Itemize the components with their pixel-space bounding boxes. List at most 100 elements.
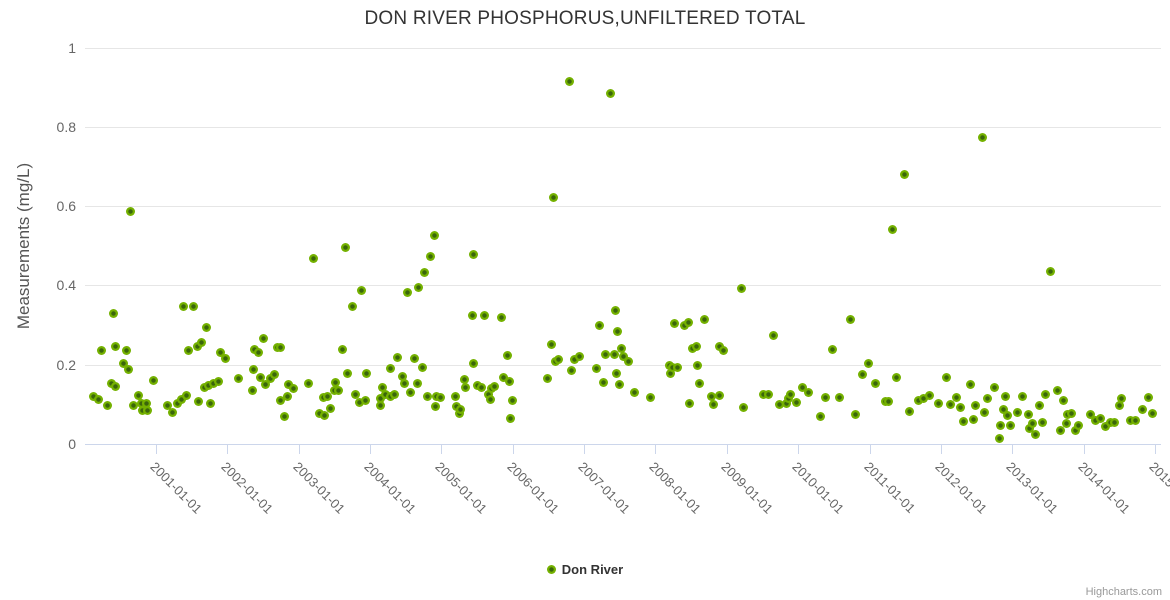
data-point[interactable] <box>1090 416 1100 426</box>
data-point[interactable] <box>354 398 364 408</box>
data-point[interactable] <box>942 372 952 382</box>
data-point[interactable] <box>857 370 867 380</box>
data-point[interactable] <box>507 396 517 406</box>
data-point[interactable] <box>934 398 944 408</box>
data-point[interactable] <box>284 379 294 389</box>
data-point[interactable] <box>276 395 286 405</box>
data-point[interactable] <box>469 359 478 368</box>
data-point[interactable] <box>314 409 324 418</box>
data-point[interactable] <box>192 342 202 352</box>
data-point[interactable] <box>1066 408 1076 418</box>
data-point[interactable] <box>1070 425 1080 435</box>
data-point[interactable] <box>598 378 608 388</box>
data-point[interactable] <box>616 344 626 354</box>
data-point[interactable] <box>172 398 182 408</box>
data-point[interactable] <box>197 338 207 348</box>
data-point[interactable] <box>476 382 486 392</box>
data-point[interactable] <box>668 363 678 373</box>
data-point[interactable] <box>994 433 1004 443</box>
data-point[interactable] <box>385 364 395 374</box>
data-point[interactable] <box>1034 401 1044 411</box>
data-point[interactable] <box>606 89 615 99</box>
data-point[interactable] <box>553 355 563 365</box>
data-point[interactable] <box>247 386 257 396</box>
data-point[interactable] <box>546 340 556 350</box>
data-point[interactable] <box>255 372 265 382</box>
data-point[interactable] <box>815 412 825 422</box>
data-point[interactable] <box>412 378 422 388</box>
highcharts-credits-link[interactable]: Highcharts.com <box>1085 586 1162 598</box>
data-point[interactable] <box>213 376 223 386</box>
legend-item-don-river[interactable]: Don River <box>0 562 1170 577</box>
data-point[interactable] <box>162 401 172 411</box>
data-point[interactable] <box>969 415 979 425</box>
data-point[interactable] <box>258 333 268 343</box>
data-point[interactable] <box>775 400 785 410</box>
data-point[interactable] <box>871 378 881 388</box>
data-point[interactable] <box>952 393 961 403</box>
data-point[interactable] <box>959 417 969 427</box>
data-point[interactable] <box>133 391 143 401</box>
data-point[interactable] <box>469 250 478 259</box>
data-point[interactable] <box>124 364 134 374</box>
data-point[interactable] <box>261 379 271 389</box>
data-point[interactable] <box>623 356 633 366</box>
data-point[interactable] <box>804 388 814 398</box>
data-point[interactable] <box>360 395 370 405</box>
data-point[interactable] <box>1095 413 1105 423</box>
data-point[interactable] <box>188 301 198 311</box>
data-point[interactable] <box>467 310 477 320</box>
data-point[interactable] <box>461 382 471 392</box>
data-point[interactable] <box>426 251 436 261</box>
data-point[interactable] <box>282 392 292 402</box>
data-point[interactable] <box>1137 404 1147 414</box>
data-point[interactable] <box>319 411 329 421</box>
data-point[interactable] <box>221 353 231 363</box>
data-point[interactable] <box>325 403 335 413</box>
data-point[interactable] <box>971 401 981 411</box>
data-point[interactable] <box>1031 429 1041 439</box>
data-point[interactable] <box>137 405 147 415</box>
data-point[interactable] <box>419 268 429 278</box>
data-point[interactable] <box>399 378 409 388</box>
data-point[interactable] <box>673 362 683 372</box>
data-point[interactable] <box>137 398 147 408</box>
data-point[interactable] <box>142 405 152 415</box>
data-point[interactable] <box>389 389 399 399</box>
data-point[interactable] <box>1056 425 1066 435</box>
data-point[interactable] <box>502 350 512 360</box>
data-point[interactable] <box>1109 417 1119 427</box>
data-point[interactable] <box>913 395 923 405</box>
data-point[interactable] <box>429 231 439 240</box>
data-point[interactable] <box>1024 423 1034 433</box>
data-point[interactable] <box>409 353 419 363</box>
data-point[interactable] <box>1100 421 1110 431</box>
data-point[interactable] <box>93 394 103 404</box>
data-point[interactable] <box>178 301 188 311</box>
data-point[interactable] <box>496 313 506 322</box>
data-point[interactable] <box>357 285 366 295</box>
data-point[interactable] <box>999 405 1009 415</box>
data-point[interactable] <box>109 308 119 318</box>
data-point[interactable] <box>738 403 748 412</box>
data-point[interactable] <box>851 409 861 419</box>
data-point[interactable] <box>601 350 610 360</box>
data-point[interactable] <box>269 369 279 379</box>
data-point[interactable] <box>436 392 446 402</box>
data-point[interactable] <box>543 374 553 384</box>
data-point[interactable] <box>1012 408 1022 418</box>
data-point[interactable] <box>103 401 112 411</box>
data-point[interactable] <box>348 301 358 311</box>
data-point[interactable] <box>1052 386 1062 396</box>
data-point[interactable] <box>121 346 131 356</box>
data-point[interactable] <box>900 169 909 179</box>
data-point[interactable] <box>918 394 928 404</box>
data-point[interactable] <box>1006 420 1016 430</box>
data-point[interactable] <box>835 393 844 403</box>
data-point[interactable] <box>377 382 387 392</box>
data-point[interactable] <box>892 372 902 382</box>
data-point[interactable] <box>450 392 460 402</box>
data-point[interactable] <box>417 362 427 372</box>
data-point[interactable] <box>884 397 894 407</box>
data-point[interactable] <box>402 288 412 298</box>
